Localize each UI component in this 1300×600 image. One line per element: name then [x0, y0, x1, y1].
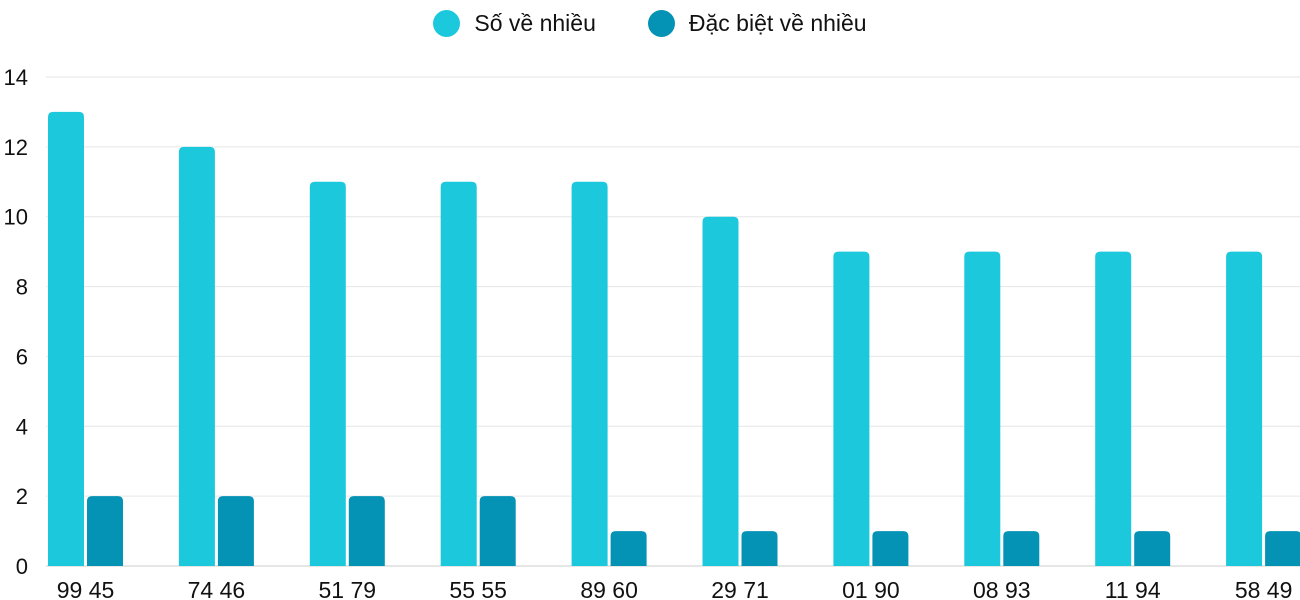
bar-so-ve-nhieu [1095, 251, 1132, 566]
y-tick-label: 6 [16, 344, 28, 369]
y-tick-label: 2 [16, 484, 28, 509]
bar-so-ve-nhieu [571, 181, 608, 567]
bar-so-ve-nhieu [309, 181, 346, 567]
bar-so-ve-nhieu [178, 146, 215, 566]
bar-dac-biet-ve-nhieu [87, 496, 123, 566]
bar-so-ve-nhieu [702, 216, 739, 566]
bar-so-ve-nhieu [48, 111, 84, 566]
legend-dot-icon [647, 10, 675, 37]
x-tick-label: 55 55 [449, 577, 507, 600]
bar-so-ve-nhieu [833, 251, 870, 566]
bar-dac-biet-ve-nhieu [1134, 531, 1171, 566]
bar-dac-biet-ve-nhieu [741, 531, 778, 566]
y-tick-label: 12 [4, 135, 28, 160]
bar-dac-biet-ve-nhieu [1265, 531, 1300, 566]
bar-so-ve-nhieu [964, 251, 1001, 566]
bar-dac-biet-ve-nhieu [217, 496, 254, 566]
y-tick-label: 4 [16, 414, 28, 439]
x-tick-label: 99 45 [57, 577, 115, 600]
bar-dac-biet-ve-nhieu [479, 496, 516, 566]
y-tick-label: 10 [4, 205, 28, 230]
y-tick-label: 8 [16, 275, 28, 300]
legend-item-series-2[interactable]: Đặc biệt về nhiều [647, 10, 867, 37]
x-tick-label: 89 60 [580, 577, 638, 600]
bar-dac-biet-ve-nhieu [1003, 531, 1040, 566]
x-tick-label: 58 49 [1235, 577, 1293, 600]
legend-label: Đặc biệt về nhiều [688, 10, 867, 36]
x-tick-label: 29 71 [711, 577, 769, 600]
x-tick-label: 01 90 [842, 577, 900, 600]
bar-so-ve-nhieu [440, 181, 477, 567]
x-tick-label: 51 79 [319, 577, 377, 600]
x-tick-label: 11 94 [1105, 577, 1161, 600]
y-tick-label: 14 [4, 65, 28, 90]
legend-item-series-1[interactable]: Số về nhiều [433, 10, 596, 37]
bar-dac-biet-ve-nhieu [348, 496, 385, 566]
legend-label: Số về nhiều [474, 10, 596, 36]
bar-dac-biet-ve-nhieu [872, 531, 909, 566]
bar-dac-biet-ve-nhieu [610, 531, 647, 566]
legend: Số về nhiều Đặc biệt về nhiều [0, 10, 1300, 37]
bar-so-ve-nhieu [1226, 251, 1263, 566]
y-tick-label: 0 [16, 554, 28, 579]
x-tick-label: 08 93 [973, 577, 1031, 600]
legend-dot-icon [433, 10, 461, 37]
x-tick-label: 74 46 [188, 577, 246, 600]
